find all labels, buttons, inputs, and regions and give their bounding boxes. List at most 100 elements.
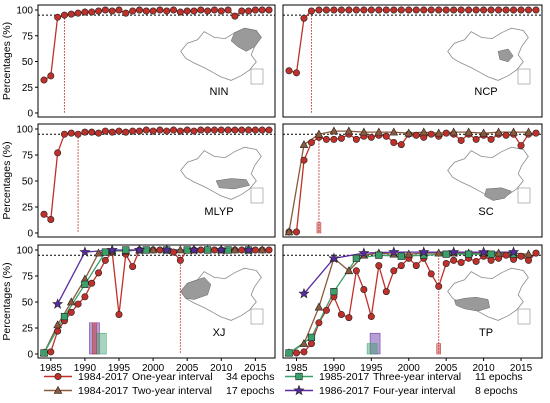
point-one-year [238, 7, 246, 15]
point-one-year [352, 135, 360, 143]
point-one-year [345, 314, 353, 322]
point-two-year [230, 245, 240, 254]
china-map-inset [447, 267, 531, 325]
y-tick-label: 75 [22, 31, 34, 42]
point-four-year [133, 244, 146, 255]
china-map-inset [447, 146, 531, 204]
point-one-year [231, 12, 239, 20]
point-one-year [204, 126, 212, 134]
point-one-year [450, 256, 458, 264]
panel-label: SC [478, 206, 493, 218]
point-one-year [265, 246, 273, 254]
south-sea-inset [250, 187, 264, 204]
series-line-one-year [289, 252, 537, 354]
point-four-year [106, 244, 118, 255]
panel-label: XJ [213, 327, 226, 339]
point-one-year [88, 279, 96, 287]
point-one-year [224, 126, 232, 134]
point-one-year [210, 126, 218, 134]
point-one-year [170, 6, 178, 14]
point-two-year [524, 127, 533, 136]
point-one-year [465, 6, 473, 14]
point-two-year [94, 248, 103, 257]
point-one-year [397, 262, 405, 270]
point-one-year [224, 6, 232, 14]
point-one-year [435, 6, 443, 14]
point-one-year [442, 129, 450, 137]
point-one-year [337, 310, 345, 318]
china-map-inset [447, 27, 531, 85]
south-sea-inset [250, 308, 264, 325]
y-tick-label: 50 [22, 177, 34, 188]
point-one-year [67, 308, 75, 316]
point-one-year [251, 126, 259, 134]
panel-label: NIN [210, 86, 229, 98]
china-map-inset [180, 27, 264, 85]
y-tick-label: 25 [22, 324, 34, 335]
point-one-year [88, 128, 96, 136]
point-three-year [397, 252, 405, 260]
point-one-year [390, 267, 398, 275]
highlighted-region [454, 296, 490, 312]
panel-xj: 0 25 50 75 100 1985 1990 1995 2000 2005 2010 2015 Pe… [1, 244, 276, 374]
point-one-year [472, 135, 480, 143]
point-one-year [231, 126, 239, 134]
x-tick-label: 1995 [108, 363, 131, 374]
point-one-year [322, 6, 330, 14]
panel-tp: 1985 1990 1995 2000 2005 2010 2015 TP [282, 244, 543, 374]
point-one-year [532, 249, 540, 257]
point-two-year [434, 248, 444, 257]
point-one-year [502, 251, 510, 259]
china-map-inset [180, 146, 264, 204]
point-one-year [337, 6, 345, 14]
point-four-year [79, 246, 91, 257]
point-two-year [464, 127, 473, 136]
point-one-year [397, 141, 405, 149]
point-one-year [457, 136, 465, 144]
point-one-year [382, 132, 390, 140]
x-tick-label: 2015 [510, 363, 533, 374]
legend-interval: One-year interval [132, 371, 213, 383]
point-three-year [142, 246, 150, 254]
point-three-year [224, 246, 232, 254]
y-tick-label: 100 [16, 246, 33, 257]
x-tick-label: 1985 [285, 363, 308, 374]
south-sea-inset [517, 68, 531, 85]
point-one-year [360, 286, 368, 294]
point-one-year [510, 6, 518, 14]
point-four-year [448, 246, 460, 257]
point-one-year [457, 6, 465, 14]
point-four-year [215, 244, 227, 255]
bar-three-year [366, 343, 378, 355]
point-one-year [265, 6, 273, 14]
point-two-year [524, 249, 533, 258]
y-tick-label: 25 [22, 83, 34, 94]
highlighted-region [230, 27, 262, 52]
point-one-year [142, 126, 150, 134]
y-tick-label: 0 [27, 229, 33, 240]
legend-marker [293, 384, 305, 396]
x-tick-label: 1990 [323, 363, 346, 374]
point-one-year [472, 6, 480, 14]
china-outline [447, 146, 529, 200]
point-two-year [449, 127, 458, 136]
point-one-year [292, 349, 300, 357]
point-one-year [238, 126, 246, 134]
point-one-year [420, 6, 428, 14]
point-one-year [487, 6, 495, 14]
point-one-year [142, 7, 150, 15]
point-two-year [404, 249, 414, 258]
panel-frame [282, 123, 543, 238]
point-one-year [352, 267, 360, 275]
point-one-year [285, 67, 293, 75]
legend-period: 1984-2017 [78, 385, 128, 397]
point-one-year [176, 8, 184, 16]
legend-epochs: 8 epochs [475, 385, 518, 397]
point-one-year [258, 6, 266, 14]
point-one-year [330, 6, 338, 14]
point-one-year [156, 6, 164, 14]
point-one-year [300, 348, 308, 356]
y-tick-label: 100 [16, 6, 33, 17]
